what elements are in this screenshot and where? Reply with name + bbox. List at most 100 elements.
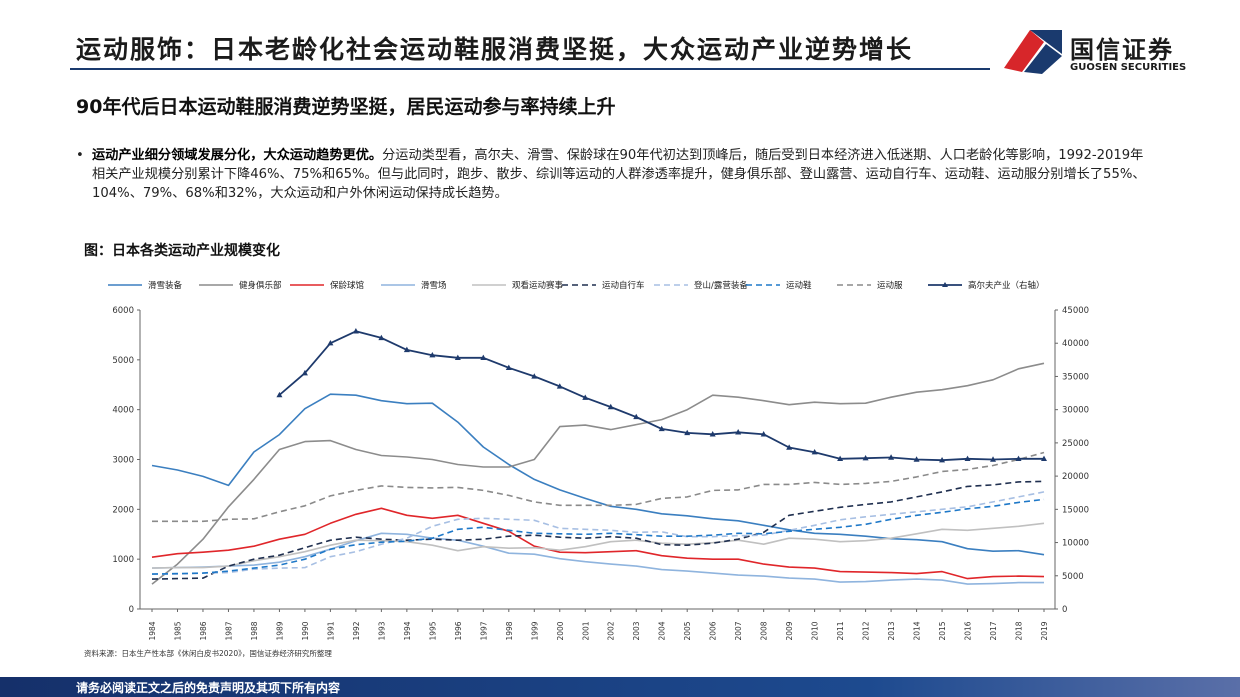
bullet-marker: •	[76, 148, 84, 163]
series-point-9	[658, 425, 665, 432]
bullet-paragraph: • 运动产业细分领域发展分化，大众运动趋势更优。分运动类型看，高尔夫、滑雪、保龄…	[76, 146, 1146, 203]
series-point-9	[327, 340, 334, 346]
series-point-9	[939, 456, 946, 463]
right-tick-label: 35000	[1062, 372, 1089, 382]
x-tick-label: 2012	[862, 621, 871, 640]
x-tick-label: 1987	[224, 621, 233, 640]
right-tick-label: 45000	[1062, 306, 1089, 316]
series-line-4	[151, 522, 1045, 569]
legend-label-3: 滑雪场	[421, 280, 447, 291]
right-tick-label: 20000	[1062, 472, 1089, 482]
legend-marker-9	[942, 282, 948, 287]
legend-label-4: 观看运动赛事	[512, 280, 564, 291]
x-tick-label: 2000	[556, 621, 565, 640]
x-tick-label: 2003	[632, 621, 641, 640]
x-tick-label: 2011	[836, 621, 845, 640]
series-line-2	[151, 507, 1045, 580]
x-tick-label: 2014	[913, 621, 922, 640]
series-point-9	[964, 455, 971, 462]
legend-label-8: 运动服	[877, 280, 903, 291]
series-point-9	[403, 346, 410, 353]
legend-label-1: 健身俱乐部	[239, 280, 282, 291]
x-tick-label: 1997	[479, 621, 488, 640]
series-line-3	[151, 532, 1044, 585]
footer-disclaimer: 请务必阅读正文之后的免责声明及其项下所有内容	[76, 681, 341, 695]
legend-label-2: 保龄球馆	[330, 280, 364, 291]
series-line-9	[278, 330, 1044, 462]
x-tick-label: 2013	[887, 621, 896, 640]
series-point-9	[531, 373, 538, 379]
x-tick-label: 2008	[760, 621, 769, 640]
x-tick-label: 1996	[454, 621, 463, 640]
left-tick-label: 0	[129, 605, 134, 615]
header-title: 运动服饰：日本老龄化社会运动鞋服消费坚挺，大众运动产业逆势增长	[76, 35, 914, 64]
right-tick-label: 15000	[1062, 505, 1089, 515]
x-tick-label: 1992	[352, 621, 361, 640]
series-point-9	[378, 334, 385, 341]
series-point-9	[1015, 455, 1022, 462]
series-line-8	[152, 451, 1045, 523]
legend-label-6: 登山/露营装备	[694, 280, 748, 291]
left-tick-label: 5000	[112, 356, 134, 366]
x-tick-label: 2007	[734, 621, 743, 640]
right-tick-label: 0	[1062, 605, 1067, 615]
series-point-9	[505, 364, 512, 371]
series-point-9	[760, 431, 767, 437]
left-tick-label: 2000	[112, 505, 134, 515]
right-tick-label: 25000	[1062, 439, 1089, 449]
series-point-9	[862, 454, 869, 461]
x-tick-label: 2015	[938, 621, 947, 640]
series-line-0	[151, 393, 1045, 556]
left-tick-label: 4000	[112, 406, 134, 416]
legend-label-5: 运动自行车	[602, 280, 645, 291]
right-tick-label: 40000	[1062, 339, 1089, 349]
series-line-6	[152, 491, 1045, 575]
legend-label-9: 高尔夫产业（右轴）	[968, 280, 1045, 291]
left-tick-label: 6000	[112, 306, 134, 316]
series-point-9	[735, 429, 742, 435]
series-point-9	[582, 394, 589, 400]
series-point-9	[786, 444, 793, 450]
x-tick-label: 2009	[785, 621, 794, 640]
right-tick-label: 30000	[1062, 406, 1089, 416]
x-tick-label: 1990	[301, 621, 310, 640]
subtitle: 90年代后日本运动鞋服消费逆势坚挺，居民运动参与率持续上升	[76, 96, 616, 118]
header-rule	[70, 68, 990, 70]
x-tick-label: 2001	[581, 621, 590, 640]
series-point-9	[811, 448, 818, 455]
series-point-9	[352, 328, 359, 334]
x-tick-label: 2005	[683, 621, 692, 640]
series-point-9	[607, 403, 614, 410]
bullet-body: 分运动类型看，高尔夫、滑雪、保龄球在90年代初达到顶峰后，随后受到日本经济进入低…	[92, 148, 1146, 201]
figure-title: 图：日本各类运动产业规模变化	[84, 243, 280, 259]
x-tick-label: 2016	[964, 621, 973, 640]
series-point-9	[913, 456, 920, 462]
series-point-9	[454, 354, 461, 361]
series-point-9	[709, 431, 716, 437]
x-tick-label: 2017	[989, 621, 998, 640]
series-point-9	[301, 369, 308, 376]
x-tick-label: 2018	[1015, 621, 1024, 640]
series-line-5	[151, 480, 1045, 580]
left-tick-label: 1000	[112, 555, 134, 565]
series-point-9	[684, 429, 691, 436]
series-point-9	[276, 391, 283, 398]
logo-mark-icon	[1004, 30, 1062, 74]
series-point-9	[837, 455, 844, 462]
x-tick-label: 1999	[530, 621, 539, 640]
series-line-7	[151, 498, 1045, 575]
legend-label-0: 滑雪装备	[148, 280, 183, 291]
right-tick-label: 10000	[1062, 539, 1089, 549]
x-tick-label: 1985	[173, 621, 182, 640]
line-chart: 0 1000 2000 3000 4000 5000 6000 0 5000 10000 15000…	[108, 280, 1089, 641]
x-tick-label: 1988	[250, 621, 259, 640]
x-tick-label: 1989	[275, 621, 284, 640]
left-tick-label: 3000	[112, 456, 134, 466]
series-point-9	[480, 354, 487, 361]
source-note: 资料来源：日本生产性本部《休闲白皮书2020》，国信证券经济研究所整理	[84, 649, 332, 658]
series-point-9	[888, 454, 895, 460]
x-tick-label: 1995	[428, 621, 437, 640]
footer-bar: 请务必阅读正文之后的免责声明及其项下所有内容	[0, 677, 1240, 697]
x-tick-label: 2006	[709, 621, 718, 640]
x-tick-label: 2019	[1040, 621, 1049, 640]
